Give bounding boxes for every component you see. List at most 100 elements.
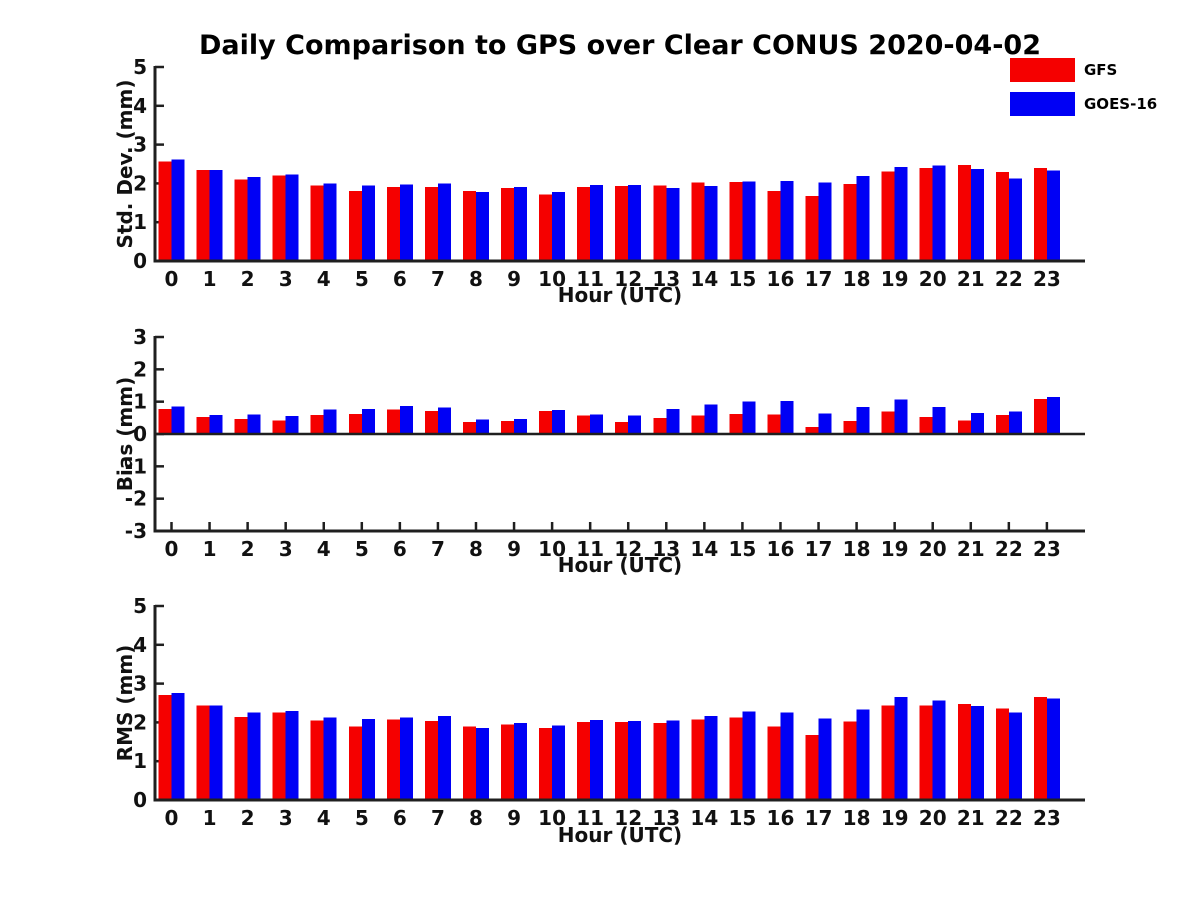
bar-gfs-h13 [653,185,667,261]
x-tick-label: 0 [165,267,179,291]
rms-x-axis-label: Hour (UTC) [557,823,683,847]
x-tick-label: 9 [507,806,521,830]
y-tick-label: 5 [133,594,147,618]
bar-gfs-h7 [424,720,438,800]
bar-gfs-h3 [272,712,286,800]
bar-gfs-h7 [424,186,438,261]
bar-gfs-h4 [310,720,324,800]
x-tick-label: 0 [165,806,179,830]
x-tick-label: 1 [203,537,217,561]
y-tick-label: 1 [133,749,147,773]
bar-goes16-h16 [780,181,794,261]
bar-gfs-h1 [196,705,210,800]
x-tick-label: 21 [957,267,985,291]
bar-gfs-h13 [653,722,667,800]
bar-goes16-h10 [552,725,566,800]
goes16-color-swatch [1010,92,1075,116]
x-tick-label: 16 [767,537,795,561]
x-tick-label: 9 [507,267,521,291]
bar-gfs-h20 [919,416,933,434]
bar-gfs-h19 [881,411,895,434]
bar-gfs-h0 [158,694,172,800]
x-tick-label: 4 [317,806,331,830]
x-tick-label: 16 [767,806,795,830]
legend-label-gfs: GFS [1084,61,1118,79]
x-tick-label: 12 [614,267,642,291]
bar-goes16-h7 [437,183,451,261]
bar-gfs-h13 [653,418,667,434]
bar-goes16-h16 [780,401,794,434]
bar-gfs-h11 [577,186,591,261]
x-tick-label: 5 [355,267,369,291]
bar-gfs-h0 [158,161,172,261]
x-tick-label: 8 [469,806,483,830]
bar-gfs-h5 [348,413,362,434]
x-tick-label: 5 [355,806,369,830]
bar-goes16-h1 [209,705,223,800]
x-tick-label: 21 [957,806,985,830]
bar-goes16-h5 [361,409,375,434]
x-tick-label: 19 [881,806,909,830]
bar-goes16-h4 [323,717,337,800]
x-tick-label: 6 [393,267,407,291]
bar-gfs-h5 [348,191,362,261]
bar-gfs-h16 [767,190,781,261]
bar-gfs-h9 [501,188,515,261]
bar-goes16-h9 [514,723,528,800]
bar-goes16-h0 [171,406,185,434]
x-tick-label: 14 [690,806,718,830]
y-tick-label: 1 [133,210,147,234]
x-tick-label: 9 [507,537,521,561]
x-tick-label: 3 [279,806,293,830]
x-tick-label: 7 [431,806,445,830]
bar-goes16-h11 [590,414,604,434]
x-tick-label: 22 [995,537,1023,561]
bar-goes16-h7 [437,716,451,800]
x-tick-label: 23 [1033,806,1061,830]
x-tick-label: 12 [614,537,642,561]
bias-x-axis-label: Hour (UTC) [557,553,683,577]
bar-gfs-h6 [386,186,400,261]
bar-gfs-h19 [881,171,895,261]
bar-gfs-h1 [196,169,210,261]
bar-gfs-h16 [767,414,781,434]
x-tick-label: 8 [469,267,483,291]
bar-gfs-h8 [462,190,476,261]
bar-gfs-h15 [729,181,743,261]
x-tick-label: 17 [805,537,833,561]
x-tick-label: 15 [728,267,756,291]
gfs-color-swatch [1010,58,1075,82]
x-tick-label: 2 [241,806,255,830]
bar-gfs-h18 [843,421,857,434]
bar-goes16-h18 [856,407,870,434]
bar-gfs-h1 [196,417,210,434]
x-tick-label: 17 [805,267,833,291]
x-tick-label: 18 [843,537,871,561]
bar-goes16-h1 [209,169,223,261]
x-tick-label: 4 [317,537,331,561]
bar-gfs-h19 [881,705,895,800]
x-tick-label: 16 [767,267,795,291]
bar-goes16-h9 [514,419,528,434]
x-tick-label: 19 [881,537,909,561]
bar-gfs-h12 [615,422,629,434]
bar-gfs-h14 [691,719,705,800]
x-tick-label: 3 [279,537,293,561]
y-tick-label: 1 [133,390,147,414]
bar-goes16-h13 [666,408,680,434]
bar-goes16-h3 [285,711,299,800]
x-tick-label: 20 [919,267,947,291]
bar-gfs-h22 [995,171,1009,261]
x-tick-label: 8 [469,537,483,561]
bar-goes16-h22 [1008,411,1022,434]
y-tick-label: 3 [133,325,147,349]
y-tick-label: 2 [133,710,147,734]
bar-goes16-h5 [361,718,375,800]
bar-goes16-h2 [247,712,261,800]
bar-gfs-h3 [272,175,286,261]
bar-goes16-h14 [704,716,718,800]
y-tick-label: 3 [133,133,147,157]
bar-goes16-h17 [818,182,832,261]
x-tick-label: 7 [431,267,445,291]
